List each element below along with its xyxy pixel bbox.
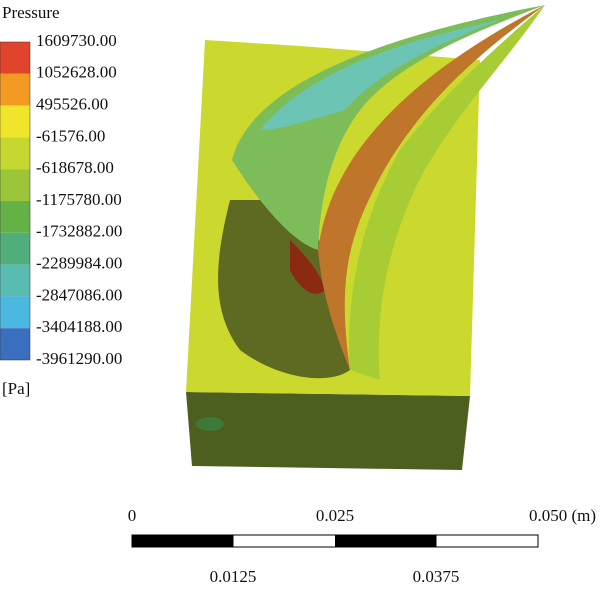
box-bottom [186,392,470,470]
spot [196,417,224,431]
legend-band [0,328,30,360]
blade-edge [318,5,545,370]
legend-band [0,169,30,201]
scale-label: 0.050 (m) [529,506,596,525]
scale-label: 0.025 [316,506,354,525]
scale-label: 0.0125 [210,567,257,586]
legend-band [0,232,30,265]
legend-label: -2289984.00 [36,254,122,273]
scale-seg [335,535,437,547]
legend-band [0,73,30,106]
scale-seg [132,535,234,547]
legend-frame [0,41,31,361]
legend-label: -618678.00 [36,158,114,177]
legend-label: -1175780.00 [36,190,122,209]
legend-label: -3404188.00 [36,317,122,336]
legend-band [0,201,30,233]
legend-band [0,264,30,297]
legend-label: 1609730.00 [36,31,117,50]
legend-band [0,42,30,74]
legend-band [0,296,30,329]
legend-label: -1732882.00 [36,222,122,241]
blade-side [349,5,545,380]
legend-band [0,137,30,170]
legend-label: 1052628.00 [36,63,117,82]
hot-spot [290,240,325,294]
legend-unit: [Pa] [2,379,30,398]
scale-label: 0 [128,506,137,525]
legend-label: -3961290.00 [36,349,122,368]
legend-label: -2847086.00 [36,285,122,304]
legend-label: -61576.00 [36,126,105,145]
legend-band [0,105,30,138]
scale-label: 0.0375 [413,567,460,586]
blade [232,5,545,250]
blade-low [260,20,500,130]
legend-title: Pressure [2,3,60,22]
legend-label: 495526.00 [36,95,108,114]
